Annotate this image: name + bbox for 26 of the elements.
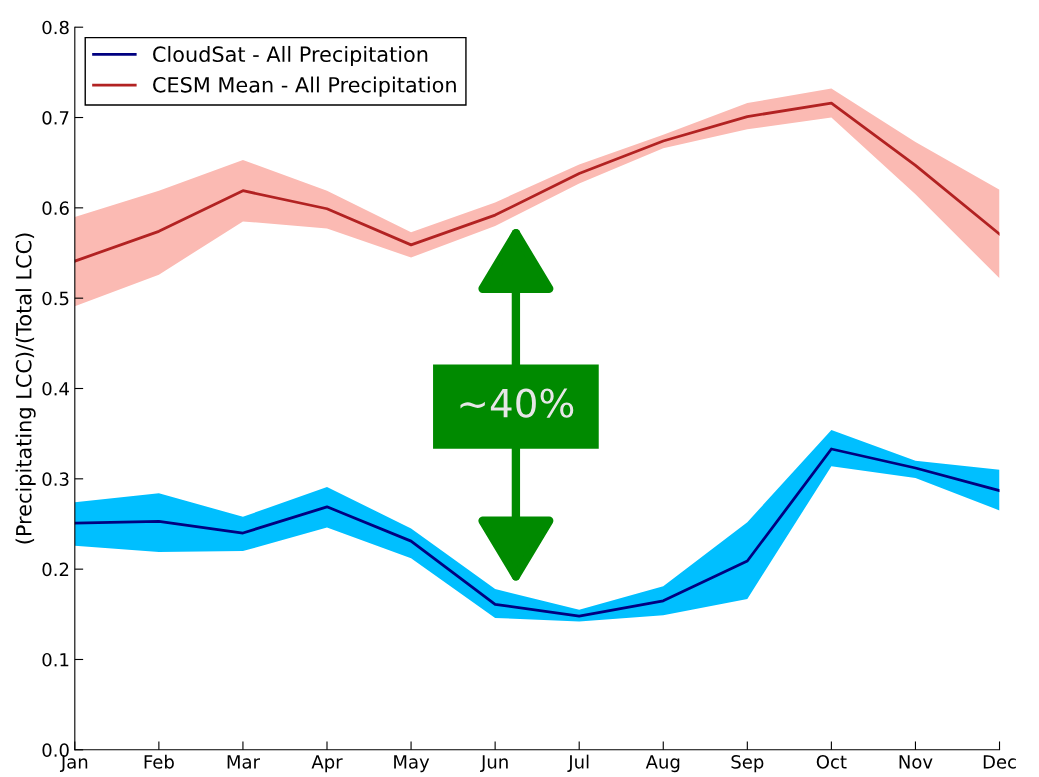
x-tick-label: Jul <box>567 754 589 772</box>
x-tick-label: Oct <box>816 754 847 769</box>
legend-label: CESM Mean - All Precipitation <box>153 76 456 97</box>
y-tick-label: 0.2 <box>42 562 69 577</box>
x-tick-label: Feb <box>144 754 174 769</box>
x-tick-label: Sep <box>731 754 764 773</box>
y-tick-label: 0.5 <box>42 291 69 306</box>
x-tick-label: Jan <box>59 755 88 772</box>
x-tick-label: Aug <box>645 755 680 773</box>
annotation: ~40% <box>460 388 574 418</box>
legend-label: CloudSat - All Precipitation <box>153 45 428 67</box>
x-tick-label: Nov <box>899 755 933 769</box>
y-axis-title: (Precipitating LCC)/(Total LCC) <box>15 233 36 544</box>
x-tick-label: Dec <box>983 755 1016 769</box>
y-tick-label: 0.6 <box>42 201 69 215</box>
line-series <box>74 101 1000 263</box>
y-tick-label: 0.8 <box>42 20 69 35</box>
x-tick-label: Apr <box>311 755 343 773</box>
x-tick-label: Mar <box>227 755 260 769</box>
x-tick-label: May <box>394 755 430 773</box>
y-tick-label: 0.4 <box>42 381 69 396</box>
x-tick-label: Jun <box>480 755 508 772</box>
y-tick-label: 0.0 <box>42 743 69 757</box>
y-tick-label: 0.1 <box>42 652 69 667</box>
y-tick-label: 0.3 <box>42 472 69 486</box>
y-tick-label: 0.7 <box>42 110 69 125</box>
